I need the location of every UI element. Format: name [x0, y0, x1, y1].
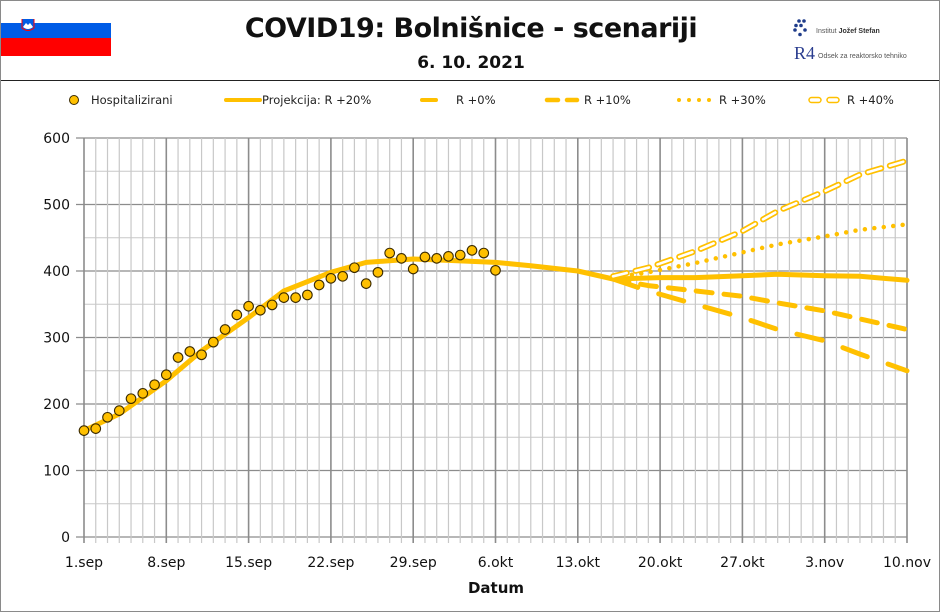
data-point	[313, 279, 325, 291]
data-point	[149, 379, 160, 391]
chart-plot: 0 100 200 300 400 500 600 1.sep 8.sep 15.sep 22.s…	[43, 131, 931, 597]
data-point	[431, 253, 443, 264]
x-tick-label: 10.nov	[883, 555, 931, 571]
data-point	[443, 251, 454, 262]
data-point	[407, 263, 419, 275]
dash-line-icon	[420, 98, 438, 102]
longdash-line-icon	[544, 97, 580, 103]
legend-item-r40: R +40%	[807, 90, 894, 110]
data-point	[384, 247, 396, 259]
x-tick-label: 3.nov	[805, 555, 844, 571]
header-divider	[1, 80, 939, 81]
data-point	[207, 336, 219, 348]
data-point	[243, 300, 254, 312]
ijs-logo-icon	[793, 19, 807, 37]
data-point	[360, 278, 372, 289]
hospitalized-points	[78, 245, 501, 436]
y-tick-label: 0	[61, 530, 70, 546]
series-dot	[610, 222, 910, 280]
solid-line-icon	[224, 98, 262, 102]
data-point	[231, 309, 243, 321]
x-tick-label: 29.sep	[390, 555, 437, 571]
legend-item-r0: R +0%	[419, 90, 496, 110]
x-tick-label: 8.sep	[147, 555, 185, 571]
x-tick-label: 13.okt	[556, 555, 601, 571]
x-tick-label: 27.okt	[720, 555, 765, 571]
r4-logo-icon: R4	[794, 43, 816, 63]
page-title: COVID19: Bolnišnice - scenariji	[244, 13, 698, 44]
series-hollow-dash	[610, 157, 910, 280]
data-point	[325, 272, 337, 284]
series-longdash	[610, 276, 910, 332]
hollow-dash-line-icon	[808, 96, 840, 104]
data-point	[466, 245, 478, 256]
dotted-line-icon	[677, 98, 713, 102]
y-tick-label: 600	[43, 131, 70, 147]
r4-logo-text: Odsek za reaktorsko tehniko	[818, 53, 907, 60]
data-point	[372, 266, 384, 278]
y-tick-label: 500	[43, 198, 70, 214]
data-point	[290, 292, 301, 303]
data-point	[172, 352, 184, 363]
data-point	[160, 369, 172, 381]
x-tick-label: 20.okt	[638, 555, 683, 571]
data-point	[196, 349, 207, 361]
data-point	[102, 411, 113, 423]
data-point	[396, 253, 407, 264]
series-dash	[610, 276, 910, 374]
y-tick-label: 100	[43, 464, 70, 480]
data-point	[90, 423, 102, 434]
legend-item-projekcija: Projekcija: R +20%	[224, 90, 371, 110]
legend-item-hospitalizirani: Hospitalizirani	[67, 90, 173, 110]
data-point	[337, 270, 349, 282]
y-tick-label: 400	[43, 264, 70, 280]
data-point	[125, 393, 137, 405]
x-tick-label: 6.okt	[478, 555, 514, 571]
data-point	[419, 251, 431, 263]
data-point	[349, 262, 360, 274]
x-tick-label: 15.sep	[225, 555, 272, 571]
chart-grid	[76, 137, 908, 543]
data-point	[184, 346, 196, 357]
data-point	[490, 264, 501, 276]
data-point	[478, 247, 490, 259]
x-tick-label: 22.sep	[307, 555, 354, 571]
x-tick-label: 1.sep	[65, 555, 103, 571]
y-tick-label: 200	[43, 397, 70, 413]
data-point	[255, 304, 266, 316]
x-axis-title: Datum	[468, 579, 524, 597]
page-date: 6. 10. 2021	[417, 53, 525, 73]
data-point	[113, 405, 125, 417]
marker-circle-icon	[69, 95, 79, 105]
data-point	[219, 324, 231, 335]
data-point	[302, 289, 313, 301]
x-axis: 1.sep 8.sep 15.sep 22.sep 29.sep 6.okt 13.okt 2…	[65, 555, 931, 571]
data-point	[137, 388, 149, 399]
series-hollow-dash-inner	[611, 159, 909, 278]
data-point	[454, 249, 466, 261]
y-axis: 0 100 200 300 400 500 600	[43, 131, 70, 546]
y-tick-label: 300	[43, 331, 70, 347]
chart-legend: Hospitalizirani Projekcija: R +20% R +0%…	[1, 90, 939, 110]
legend-item-r10: R +10%	[544, 90, 631, 110]
legend-item-r30: R +30%	[675, 90, 766, 110]
data-point	[266, 299, 278, 311]
header: COVID19: Bolnišnice - scenariji 6. 10. 2…	[1, 1, 939, 81]
ijs-logo-text: Institut Jožef Stefan	[816, 28, 880, 35]
slovenia-flag-icon	[1, 19, 111, 56]
data-point	[278, 292, 290, 303]
data-point	[78, 425, 90, 436]
